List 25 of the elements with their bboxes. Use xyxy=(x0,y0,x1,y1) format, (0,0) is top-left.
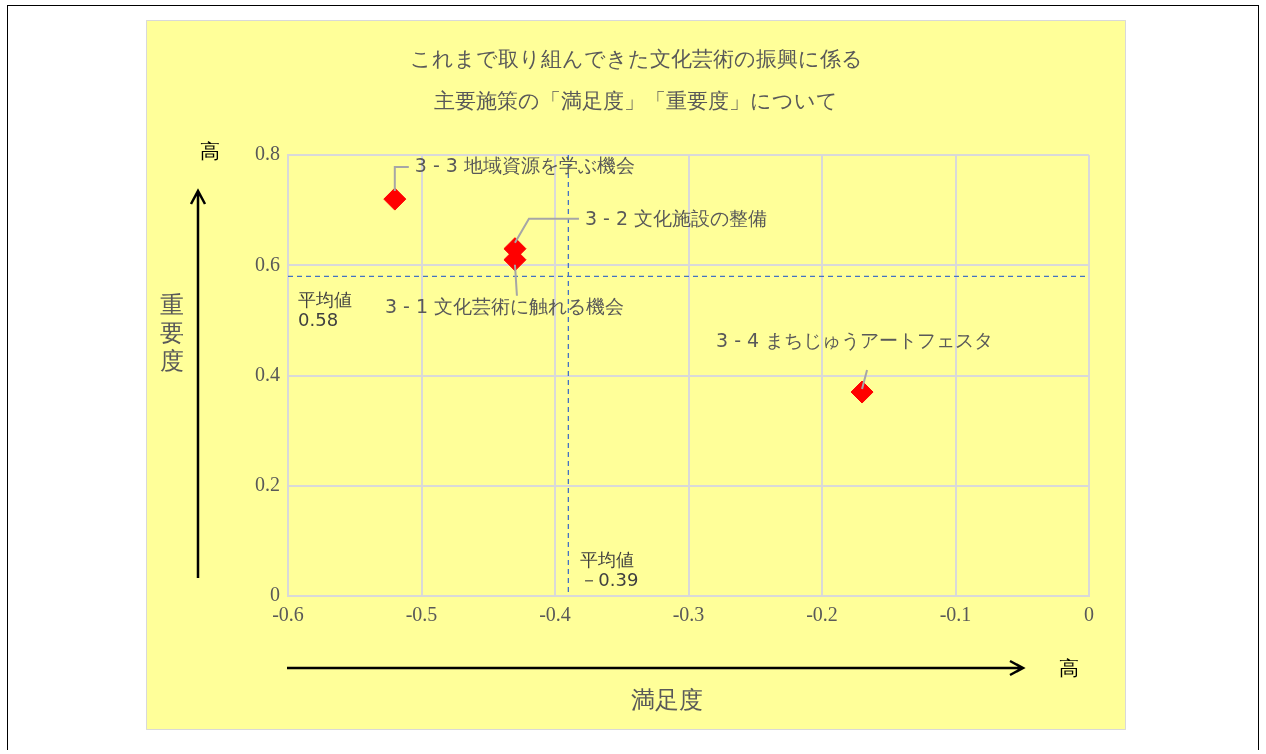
x-tick-label: -0.6 xyxy=(272,603,304,626)
text: 高 xyxy=(200,139,220,164)
y-tick-label: 0.6 xyxy=(255,252,280,275)
ref-line-label: 平均値－0.39 xyxy=(580,549,639,590)
y-tick-label: 0.8 xyxy=(255,142,280,165)
x-tick-label: -0.2 xyxy=(806,603,838,626)
y-tick-label: 0 xyxy=(270,583,280,606)
ref-line-label: 平均値0.58 xyxy=(298,289,352,331)
annotation: 3 - 2 文化施設の整備 xyxy=(584,206,768,229)
text: 高 xyxy=(1059,656,1079,681)
annotation: 3 - 1 文化芸術に触れる機会 xyxy=(384,294,625,317)
y-tick-label: 0.2 xyxy=(255,473,280,495)
x-tick-label: -0.4 xyxy=(539,603,571,626)
annotation: 3 - 3 地域資源を学ぶ機会 xyxy=(414,154,635,177)
point xyxy=(383,187,407,211)
x-tick-label: -0.5 xyxy=(405,603,438,626)
y-axis-title: 重要度 xyxy=(160,291,184,376)
x-tick-label: 0 xyxy=(1084,603,1094,626)
x-axis-title: 満足度 xyxy=(630,686,703,715)
y-tick-label: 0.4 xyxy=(255,362,280,385)
point xyxy=(850,380,874,404)
annotation: 3 - 4 まちじゅうアートフェスタ xyxy=(716,328,994,351)
chart-title: これまで取り組んできた文化芸術の振興に係る主要施策の「満足度」「重要度」について xyxy=(409,46,863,113)
x-tick-label: -0.1 xyxy=(939,603,972,626)
x-tick-label: -0.3 xyxy=(672,603,705,626)
